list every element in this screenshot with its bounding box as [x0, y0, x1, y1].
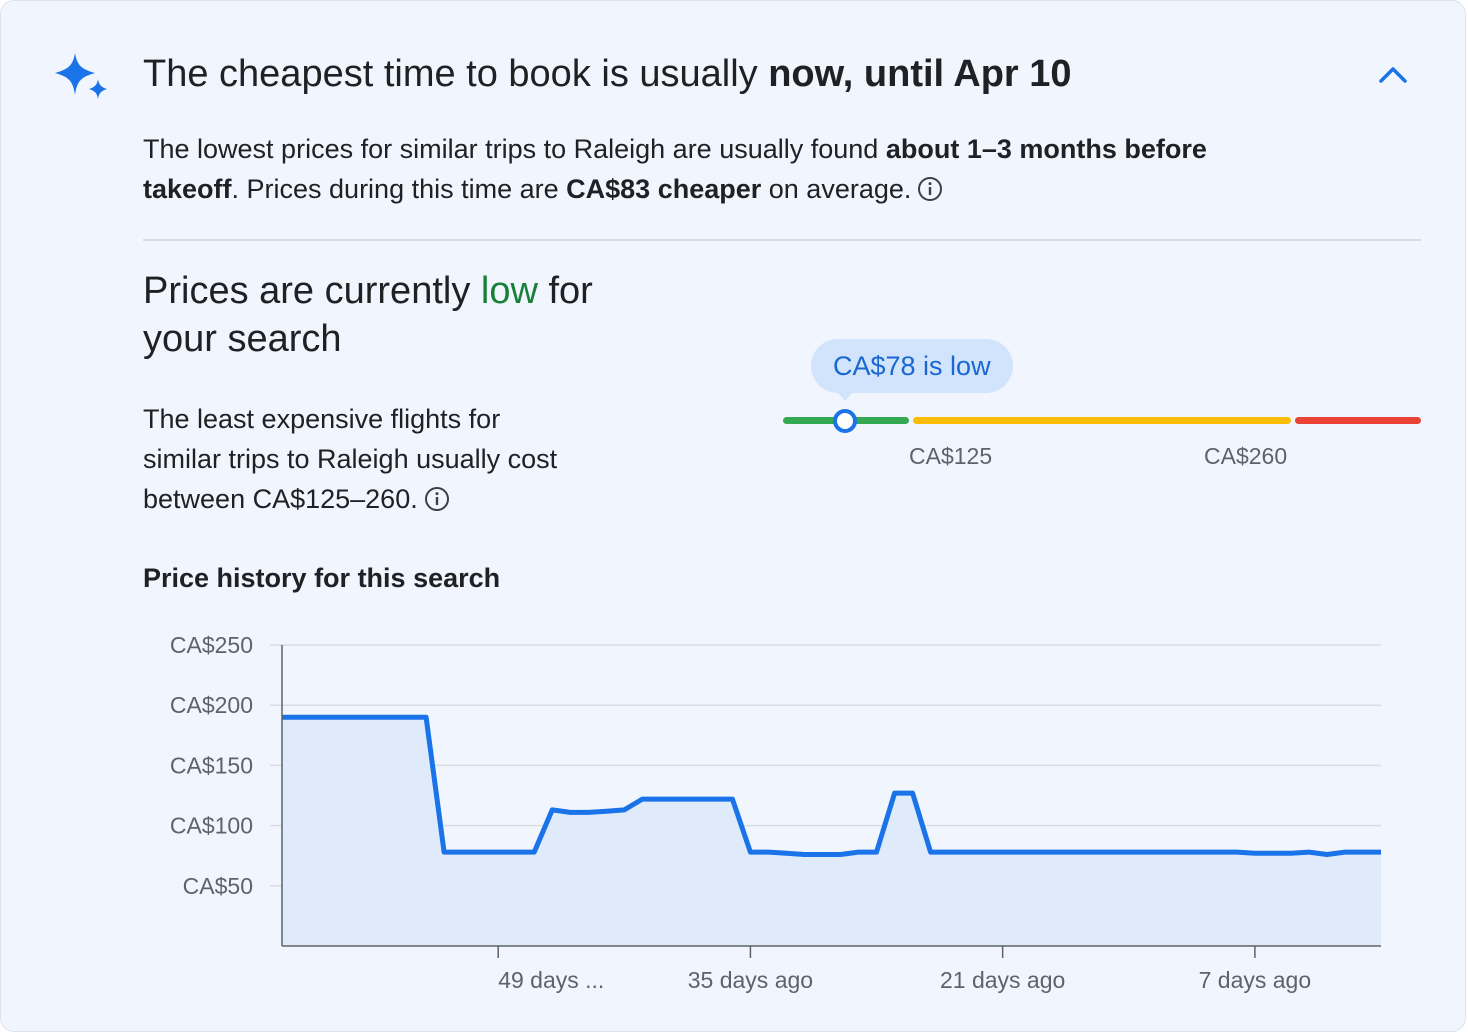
sparkle-icon: [55, 53, 107, 99]
price-area: [282, 717, 1381, 946]
price-status-title: Prices are currently low for your search: [143, 267, 663, 363]
headline: The cheapest time to book is usually now…: [143, 51, 1072, 97]
price-line: [282, 714, 1381, 857]
insight-text-2: . Prices during this time are: [231, 174, 567, 204]
y-tick-label: CA$50: [183, 873, 253, 899]
range-segment-typical: [913, 417, 1291, 424]
booking-insight: The lowest prices for similar trips to R…: [143, 129, 1303, 209]
info-icon[interactable]: [424, 486, 450, 512]
insight-text-3: on average.: [761, 174, 912, 204]
price-history-title: Price history for this search: [143, 563, 501, 593]
insight-timeframe: about 1–3 months before takeoff: [143, 134, 1207, 204]
y-tick-label: CA$200: [170, 692, 253, 718]
y-tick-label: CA$150: [170, 752, 253, 778]
range-threshold-high: CA$260: [1204, 443, 1288, 469]
typical-price-text: The least expensive flights for similar …: [143, 404, 558, 514]
range-threshold-low: CA$125: [909, 443, 993, 469]
range-segment-high: [1295, 417, 1421, 424]
chevron-up-icon[interactable]: [1373, 55, 1413, 95]
insight-text-1: The lowest prices for similar trips to R…: [143, 134, 886, 164]
x-tick-label: 7 days ago: [1199, 967, 1312, 993]
typical-price-description: The least expensive flights for similar …: [143, 399, 563, 519]
section-divider: [143, 239, 1421, 241]
status-text-prefix: Prices are currently: [143, 270, 481, 312]
current-price-marker: [833, 409, 857, 433]
y-tick-label: CA$100: [170, 813, 253, 839]
x-tick-label: 35 days ago: [688, 967, 813, 993]
status-text-suffix: for your search: [143, 270, 593, 360]
info-icon[interactable]: [917, 176, 943, 202]
price-level-low: low: [480, 270, 538, 312]
x-tick-label: 21 days ago: [940, 967, 1065, 993]
y-tick-label: CA$250: [170, 632, 253, 658]
price-history-chart[interactable]: CA$50 CA$100 CA$150 CA$200 CA$250 49 days ...…: [141, 619, 1391, 1019]
current-price-bubble: CA$78 is low: [811, 339, 1013, 401]
x-tick-label: 49 days ...: [498, 967, 604, 993]
insight-savings: CA$83 cheaper: [566, 174, 762, 204]
headline-text: The cheapest time to book is usually: [143, 53, 769, 95]
price-range-bar: CA$78 is low CA$125 CA$260: [781, 331, 1423, 481]
headline-emphasis: now, until Apr 10: [768, 53, 1072, 95]
